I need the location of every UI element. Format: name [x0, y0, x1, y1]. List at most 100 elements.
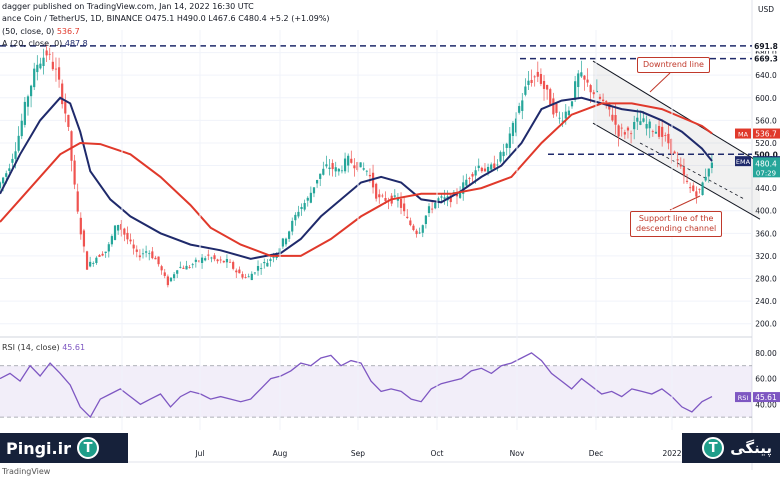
candle — [508, 127, 511, 158]
candle-body — [188, 267, 191, 268]
candle — [132, 239, 135, 255]
candle — [306, 196, 309, 207]
candle — [465, 173, 468, 187]
candle-body — [101, 253, 104, 256]
candle-body — [648, 121, 651, 129]
candle — [614, 104, 617, 135]
support-arrow — [669, 195, 701, 211]
candle-body — [48, 53, 51, 55]
candle-body — [418, 232, 421, 234]
candle — [291, 217, 294, 236]
candle — [676, 151, 679, 168]
candle — [483, 162, 487, 172]
candle — [17, 126, 20, 153]
price-tick-label: 640.0 — [755, 71, 777, 80]
candle — [247, 273, 250, 278]
candle — [61, 79, 64, 109]
candle — [347, 153, 350, 173]
candle-body — [281, 238, 284, 247]
candle-body — [657, 125, 661, 137]
candle — [443, 189, 446, 205]
candle — [322, 161, 325, 176]
candle — [67, 114, 70, 132]
candle — [20, 113, 23, 140]
candle-body — [480, 167, 483, 172]
time-tick-label: Oct — [431, 449, 444, 458]
candle-body — [502, 151, 505, 157]
candle-body — [651, 131, 654, 133]
rsi-legend: RSI (14, close) 45.61 — [2, 343, 85, 352]
candle — [337, 168, 340, 176]
price-tick-label: 600.0 — [755, 94, 777, 103]
candle — [82, 228, 86, 253]
candle — [250, 271, 253, 281]
candle-body — [601, 99, 605, 102]
candle — [542, 75, 546, 101]
candle-body — [620, 127, 623, 129]
candle — [284, 237, 288, 247]
candle — [536, 61, 539, 83]
candle-body — [508, 133, 511, 148]
price-tick-label: 680.0 — [755, 49, 777, 58]
candle — [297, 205, 300, 219]
candle-body — [5, 173, 8, 177]
candle-body — [511, 122, 515, 137]
candle — [182, 265, 185, 270]
candle — [48, 47, 51, 61]
candle — [197, 260, 201, 263]
candle-body — [449, 195, 452, 203]
candle-body — [639, 121, 642, 125]
candle — [496, 159, 499, 172]
ma-tag: MA — [738, 131, 749, 139]
candle-body — [437, 198, 440, 202]
candle-body — [222, 260, 225, 263]
candle — [200, 253, 204, 269]
candle-body — [33, 68, 36, 88]
candle — [555, 102, 558, 117]
candle-body — [64, 101, 67, 114]
candle — [592, 89, 595, 99]
candle-body — [266, 262, 269, 267]
candle — [682, 158, 686, 184]
candle — [29, 84, 33, 108]
candle — [462, 175, 465, 201]
candle-body — [244, 277, 247, 278]
candle — [107, 242, 110, 258]
candle — [0, 181, 2, 191]
candle-body — [104, 251, 107, 254]
candle-body — [455, 193, 459, 197]
descending-channel-fill — [593, 61, 760, 220]
time-tick-label: Aug — [273, 449, 288, 458]
candle — [216, 258, 219, 264]
candle-body — [611, 114, 614, 121]
candle-body — [334, 167, 337, 172]
candle — [574, 75, 577, 103]
candle — [95, 256, 98, 265]
candle-body — [2, 177, 5, 184]
candle — [530, 69, 533, 87]
candle — [527, 71, 530, 91]
candle-body — [132, 244, 135, 249]
rsi-tag-bg — [735, 392, 751, 403]
candle — [471, 172, 474, 183]
candle-body — [527, 80, 530, 85]
candle — [120, 219, 123, 237]
candle — [623, 129, 626, 140]
candle-body — [598, 96, 602, 99]
candle — [552, 92, 555, 118]
ema-tag: EMA — [736, 158, 751, 166]
candle — [539, 68, 543, 87]
candle — [39, 57, 42, 70]
candle-body — [626, 127, 630, 131]
candle-body — [443, 197, 446, 199]
candle — [33, 62, 36, 91]
candle-body — [89, 261, 92, 267]
candle-body — [204, 258, 207, 261]
candle-body — [645, 123, 648, 129]
candle — [309, 186, 312, 204]
candle-body — [340, 170, 344, 172]
candle-body — [710, 162, 713, 168]
candle-body — [95, 257, 98, 264]
price-tick-label: 400.0 — [755, 207, 777, 216]
